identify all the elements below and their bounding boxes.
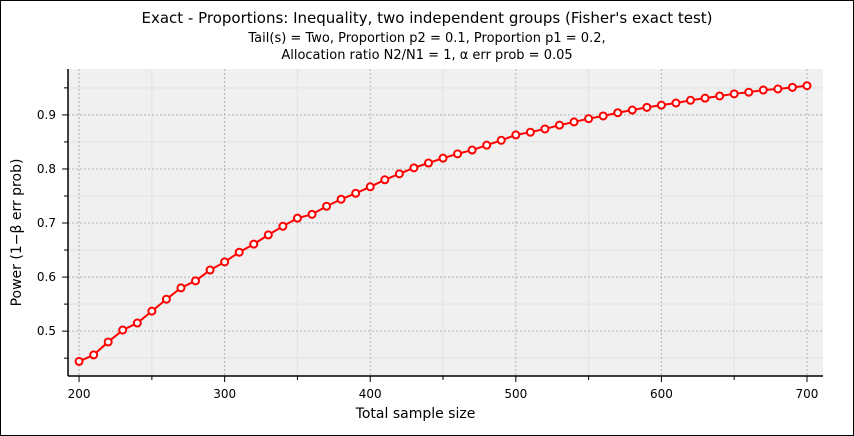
plot-area <box>68 69 823 376</box>
data-point <box>380 175 390 185</box>
data-point <box>584 114 594 124</box>
data-point <box>758 85 768 95</box>
data-point <box>307 209 317 219</box>
data-point <box>336 194 346 204</box>
data-point <box>700 93 710 103</box>
chart-subtitle-line2: Allocation ratio N2/N1 = 1, α err prob =… <box>281 48 573 63</box>
data-point <box>686 95 696 105</box>
y-tick-label: 0.6 <box>37 270 56 284</box>
data-point <box>496 135 506 145</box>
chart-subtitle-line1: Tail(s) = Two, Proportion p2 = 0.1, Prop… <box>248 31 606 46</box>
data-point <box>220 257 230 267</box>
data-point <box>453 149 463 159</box>
x-tick-label: 700 <box>796 387 819 401</box>
y-tick-label: 0.5 <box>37 324 56 338</box>
data-point <box>482 140 492 150</box>
data-point <box>205 265 215 275</box>
data-point <box>351 188 361 198</box>
data-point <box>569 117 579 127</box>
x-tick-label: 600 <box>650 387 673 401</box>
data-point <box>409 163 419 173</box>
data-point <box>423 158 433 168</box>
data-point <box>715 91 725 101</box>
y-tick-label: 0.9 <box>37 108 56 122</box>
data-point <box>773 84 783 94</box>
y-tick-label: 0.7 <box>37 216 56 230</box>
data-point <box>322 201 332 211</box>
data-point <box>103 337 113 347</box>
data-point <box>744 87 754 97</box>
data-point <box>89 350 99 360</box>
data-point <box>234 247 244 257</box>
y-axis-label: Power (1−β err prob) <box>9 159 25 307</box>
x-tick-label: 500 <box>504 387 527 401</box>
x-tick-label: 200 <box>68 387 91 401</box>
data-point <box>525 127 535 137</box>
data-point <box>540 124 550 134</box>
data-point <box>161 294 171 304</box>
x-tick-label: 400 <box>359 387 382 401</box>
data-point <box>132 318 142 328</box>
x-tick-label: 300 <box>213 387 236 401</box>
data-point <box>467 145 477 155</box>
data-point <box>787 82 797 92</box>
data-point <box>642 102 652 112</box>
data-point <box>671 98 681 108</box>
data-point <box>554 120 564 130</box>
data-point <box>278 221 288 231</box>
x-axis-label: Total sample size <box>355 406 476 422</box>
data-point <box>74 356 84 366</box>
data-point <box>263 230 273 240</box>
data-point <box>365 182 375 192</box>
data-point <box>613 108 623 118</box>
data-point <box>802 81 812 91</box>
data-point <box>176 283 186 293</box>
data-point <box>598 111 608 121</box>
chart-title: Exact - Proportions: Inequality, two ind… <box>141 9 713 27</box>
data-point <box>511 130 521 140</box>
data-point <box>191 276 201 286</box>
data-point <box>249 239 259 249</box>
data-point <box>656 100 666 110</box>
data-point <box>394 169 404 179</box>
data-point <box>438 153 448 163</box>
y-tick-label: 0.8 <box>37 162 56 176</box>
data-point <box>729 89 739 99</box>
data-point <box>627 105 637 115</box>
data-point <box>118 325 128 335</box>
data-point <box>147 306 157 316</box>
data-point <box>292 213 302 223</box>
